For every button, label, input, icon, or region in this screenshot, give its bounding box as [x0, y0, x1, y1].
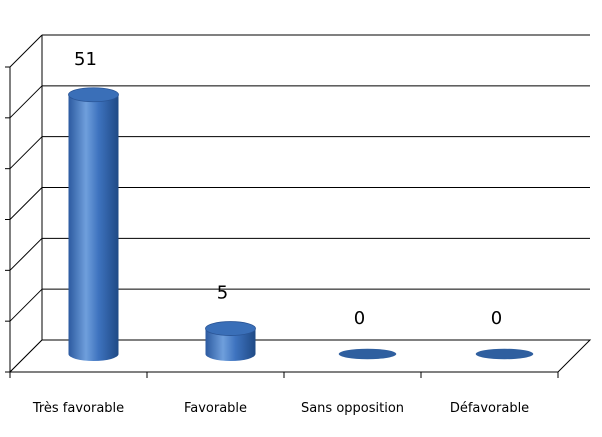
chart-category-labels: Très favorable Favorable Sans opposition Dé… — [32, 401, 529, 416]
data-label: 5 — [217, 283, 228, 304]
category-label: Favorable — [184, 401, 247, 416]
side-wall-gridline — [9, 85, 43, 119]
side-wall-gridline — [9, 288, 43, 322]
category-label: Très favorable — [32, 401, 124, 416]
side-wall-gridline — [9, 136, 43, 170]
bar-body — [205, 328, 256, 361]
bar-1 — [205, 321, 256, 361]
bar-3 — [475, 348, 534, 360]
bar-0 — [68, 87, 119, 361]
bar-flat — [475, 348, 534, 360]
bar-top — [205, 321, 256, 336]
side-wall-gridline — [9, 34, 43, 68]
data-label: 0 — [491, 308, 502, 329]
bar-top — [68, 87, 119, 103]
data-label: 0 — [354, 308, 365, 329]
data-label: 51 — [74, 49, 97, 70]
category-label: Défavorable — [450, 401, 529, 416]
chart-bars — [68, 87, 534, 361]
bar-flat — [338, 348, 397, 360]
chart-floor — [8, 339, 592, 373]
chart-data-labels: 51 5 0 0 — [74, 49, 502, 329]
bar-2 — [338, 348, 397, 360]
side-wall-gridline — [9, 237, 43, 271]
bar-body — [68, 94, 119, 361]
side-wall-gridline — [9, 187, 43, 220]
chart-gridlines — [9, 34, 590, 373]
category-label: Sans opposition — [301, 401, 404, 416]
chart-floor-plane — [8, 339, 592, 373]
